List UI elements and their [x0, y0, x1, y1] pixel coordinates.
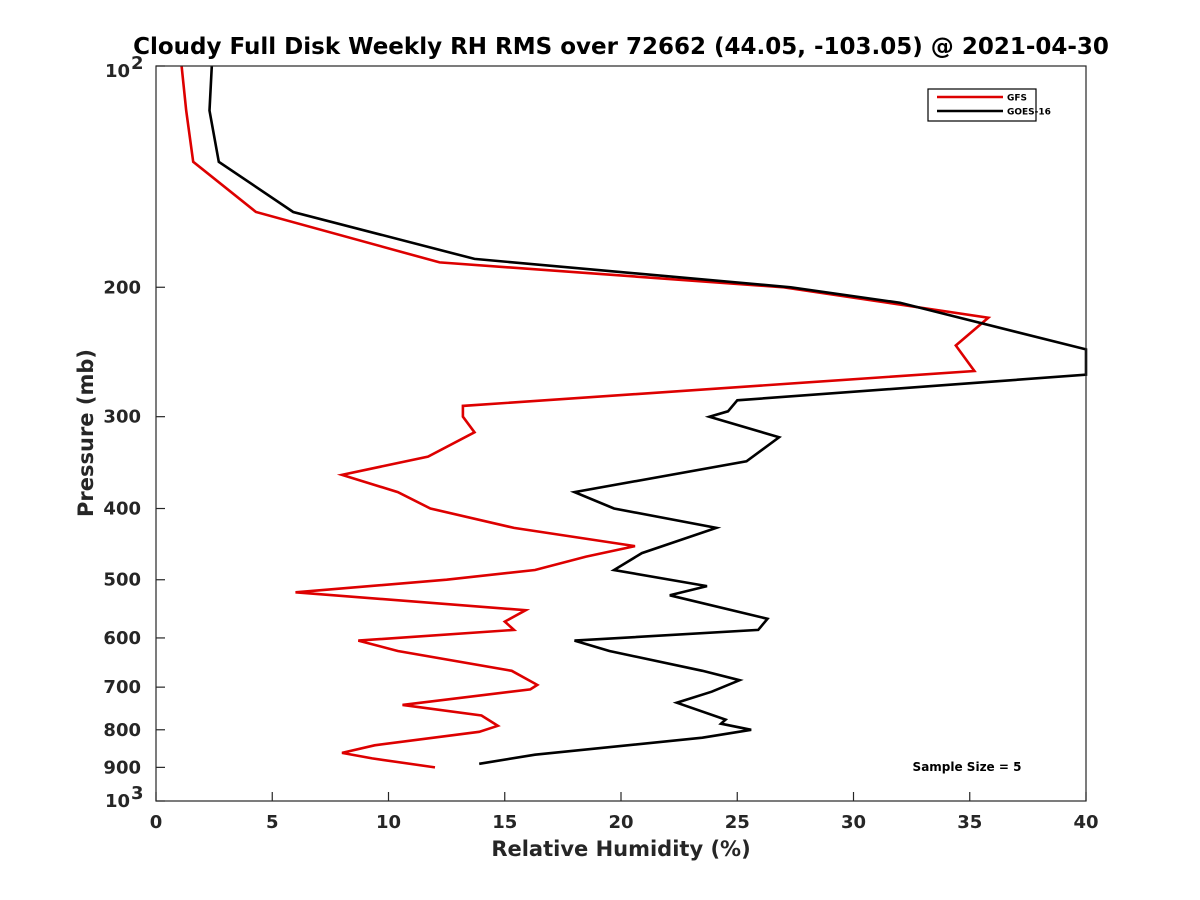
- x-tick-label: 0: [150, 812, 163, 833]
- series-line-goes-16: [208, 65, 1088, 766]
- x-tick-label: 15: [492, 812, 517, 833]
- series-line-gfs: [180, 65, 992, 769]
- chart-title: Cloudy Full Disk Weekly RH RMS over 7266…: [133, 34, 1109, 60]
- plot-lines: [180, 65, 1088, 769]
- x-tick-label: 30: [841, 812, 866, 833]
- x-tick-label: 40: [1073, 812, 1098, 833]
- x-tick-label: 20: [608, 812, 633, 833]
- y-tick-label: 900: [103, 757, 141, 778]
- legend-label: GFS: [1007, 94, 1027, 104]
- x-axis: 0 5 10 15 20 25 30 35 40: [150, 792, 1099, 833]
- x-axis-label: Relative Humidity (%): [491, 837, 750, 861]
- x-tick-label: 5: [266, 812, 279, 833]
- y-tick-label: 700: [103, 677, 141, 698]
- x-tick-label: 25: [725, 812, 750, 833]
- x-tick-label: 10: [376, 812, 401, 833]
- y-axis-label: Pressure (mb): [74, 349, 98, 517]
- y-tick-label: 300: [103, 407, 141, 428]
- y-tick-label: 800: [103, 720, 141, 741]
- legend-label: GOES-16: [1007, 108, 1051, 118]
- x-tick-label: 35: [957, 812, 982, 833]
- y-tick-label: 400: [103, 499, 141, 520]
- y-tick-exponent: 3: [131, 783, 144, 804]
- y-tick-label: 500: [103, 570, 141, 591]
- y-tick-label: 10: [105, 61, 130, 82]
- plot-frame: [155, 65, 1087, 802]
- y-tick-label: 600: [103, 628, 141, 649]
- legend-box: [927, 88, 1037, 122]
- y-tick-exponent: 2: [131, 53, 144, 74]
- sample-size-annotation: Sample Size = 5: [913, 760, 1022, 774]
- legend[interactable]: GFS GOES-16: [927, 88, 1051, 122]
- y-tick-label: 200: [103, 277, 141, 298]
- y-tick-label: 10: [105, 791, 130, 812]
